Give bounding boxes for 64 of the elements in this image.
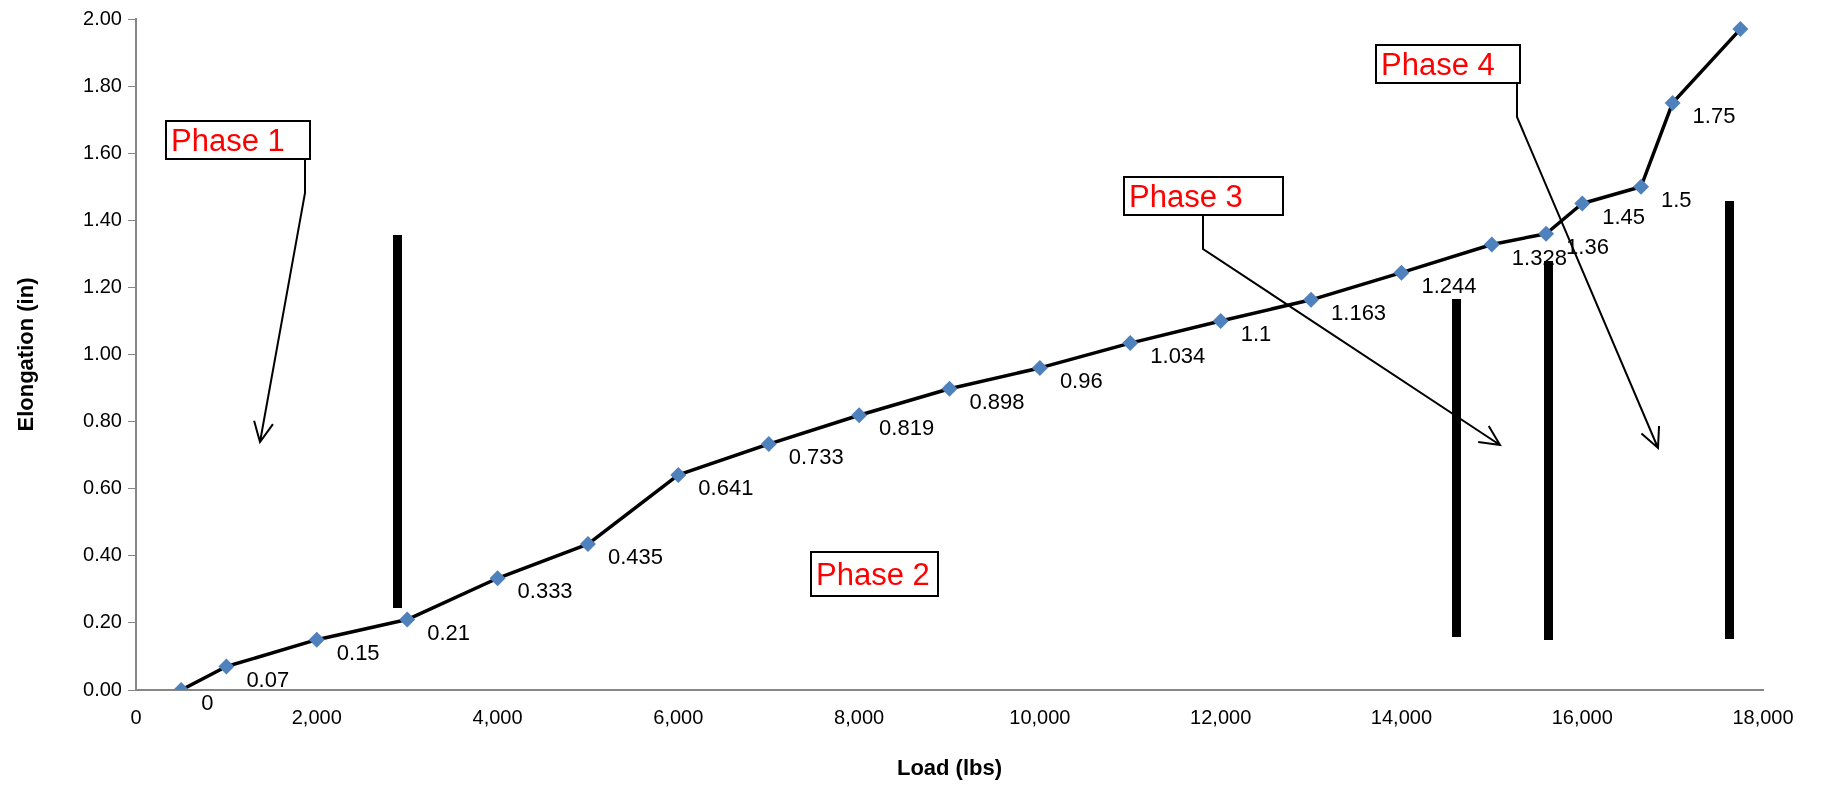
point [1303, 291, 1320, 308]
data-label: 1.45 [1602, 203, 1646, 229]
point [308, 631, 325, 648]
point [1538, 225, 1555, 242]
data-label: 0.333 [517, 578, 573, 604]
y-tick-label: 2.00 [83, 6, 122, 29]
data-label: 0.819 [879, 415, 935, 441]
data-label: 1.1 [1240, 321, 1272, 347]
point [670, 466, 687, 483]
point [1732, 21, 1749, 38]
x-tick-label: 10,000 [1009, 705, 1071, 728]
data-label: 1.5 [1660, 186, 1692, 212]
x-tick-label: 12,000 [1190, 705, 1252, 728]
point [1664, 94, 1681, 111]
data-label: 0.96 [1059, 367, 1103, 393]
x-tick-label: 16,000 [1551, 705, 1613, 728]
point [1483, 236, 1500, 253]
y-tick-label: 1.40 [83, 207, 122, 230]
annotation: Phase 4 [1375, 44, 1521, 84]
data-label: 0.733 [788, 444, 844, 470]
y-axis-title: Elongation (in) [13, 277, 39, 432]
point [1122, 335, 1139, 352]
data-label: 0.898 [969, 388, 1025, 414]
x-tick-label: 6,000 [653, 705, 704, 728]
annotation: Phase 1 [165, 120, 311, 160]
data-label: 0.641 [698, 475, 754, 501]
point [851, 407, 868, 424]
y-tick-label: 0.40 [83, 543, 122, 566]
data-label: 0.21 [427, 619, 470, 645]
point [489, 570, 506, 587]
x-axis-title: Load (lbs) [896, 754, 1003, 780]
point [1574, 195, 1591, 212]
x-tick-label: 4,000 [472, 705, 523, 728]
data-label: 1.163 [1331, 299, 1387, 325]
x-tick-label: 8,000 [834, 705, 885, 728]
x-tick-label: 0 [130, 705, 142, 728]
data-label: 0.07 [246, 666, 290, 692]
y-tick-label: 1.00 [83, 342, 122, 365]
x-tick-label: 18,000 [1732, 705, 1794, 728]
data-label: 1.244 [1421, 272, 1477, 298]
point [399, 611, 416, 628]
annotation: Phase 3 [1123, 176, 1284, 216]
y-tick-label: 0.80 [83, 409, 122, 432]
data-label: 0.435 [607, 544, 664, 570]
point [1212, 312, 1229, 329]
y-tick-label: 1.80 [83, 73, 122, 96]
y-tick-label: 1.20 [83, 274, 122, 297]
point [1632, 178, 1649, 195]
y-tick-label: 0.20 [83, 610, 122, 633]
point [579, 536, 596, 553]
point [760, 436, 777, 453]
x-tick-label: 14,000 [1370, 705, 1433, 728]
y-tick-label: 1.60 [83, 140, 122, 163]
point [218, 658, 235, 675]
y-tick-label: 0.60 [83, 476, 122, 499]
data-label: 0.15 [336, 639, 380, 665]
point [1393, 264, 1410, 281]
y-tick-label: 0.00 [83, 677, 122, 700]
point [941, 380, 958, 397]
data-label: 1.034 [1150, 343, 1206, 369]
annotation: Phase 2 [810, 551, 939, 597]
data-label: 1.75 [1692, 102, 1736, 128]
x-tick-label: 2,000 [291, 705, 342, 728]
point [1031, 359, 1048, 376]
